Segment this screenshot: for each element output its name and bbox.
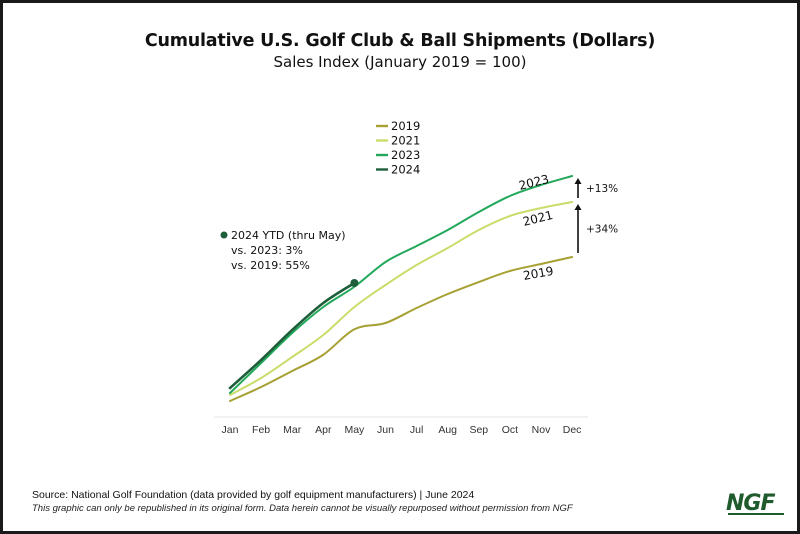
- disclaimer-note: This graphic can only be republished in …: [32, 503, 573, 514]
- legend-label-2019: 2019: [391, 119, 420, 133]
- chart-title: Cumulative U.S. Golf Club & Ball Shipmen…: [144, 31, 656, 51]
- difference-arrows: +13% +34%: [574, 178, 618, 253]
- ytd-annotation-line-0: 2024 YTD (thru May): [231, 229, 346, 242]
- x-tick-label-jan: Jan: [222, 424, 239, 436]
- source-note: Source: National Golf Foundation (data p…: [32, 489, 475, 501]
- legend-label-2024: 2024: [391, 163, 420, 177]
- chart-frame: [3, 3, 797, 531]
- arrow-label-2021-2023: +13%: [586, 183, 618, 195]
- x-tick-labels: Jan Feb Mar Apr May Jun Jul Aug Sep Oct Nov Dec: [222, 424, 582, 436]
- series-line-2019: [229, 256, 574, 402]
- arrow-label-2019-2021: +34%: [586, 224, 618, 236]
- series-line-2023: [229, 175, 574, 394]
- x-tick-label-may: May: [344, 424, 365, 436]
- ytd-annotation-line-1: vs. 2023: 3%: [231, 244, 303, 257]
- x-tick-label-jun: Jun: [377, 424, 394, 436]
- legend-label-2021: 2021: [391, 134, 420, 148]
- ytd-point-marker: [350, 279, 359, 287]
- ngf-logo-text: NGF: [726, 491, 775, 516]
- series-line-2021: [229, 201, 574, 396]
- x-tick-label-nov: Nov: [532, 424, 551, 436]
- x-tick-label-sep: Sep: [469, 424, 488, 436]
- x-tick-label-dec: Dec: [563, 424, 582, 436]
- x-tick-label-aug: Aug: [438, 424, 457, 436]
- x-tick-label-feb: Feb: [252, 424, 270, 436]
- series-end-label-2023: 2023: [517, 172, 550, 193]
- ngf-logo-underline: [728, 513, 784, 515]
- series-lines: [228, 175, 574, 402]
- arrow-head-2021-2023: [574, 178, 582, 184]
- ngf-logo: NGF: [726, 491, 784, 516]
- arrow-head-2019-2021: [574, 204, 582, 210]
- x-tick-label-mar: Mar: [283, 424, 302, 436]
- legend-label-2023: 2023: [391, 148, 420, 162]
- series-end-label-2019: 2019: [522, 264, 555, 283]
- x-tick-label-jul: Jul: [410, 424, 423, 436]
- x-tick-label-oct: Oct: [502, 424, 518, 436]
- x-tick-label-apr: Apr: [315, 424, 332, 436]
- ytd-legend-dot: [220, 231, 228, 239]
- ytd-annotation: 2024 YTD (thru May) vs. 2023: 3% vs. 2019:…: [220, 229, 359, 287]
- ytd-annotation-line-2: vs. 2019: 55%: [231, 259, 310, 272]
- chart-subtitle: Sales Index (January 2019 = 100): [273, 53, 527, 71]
- series-line-2024: [228, 281, 356, 390]
